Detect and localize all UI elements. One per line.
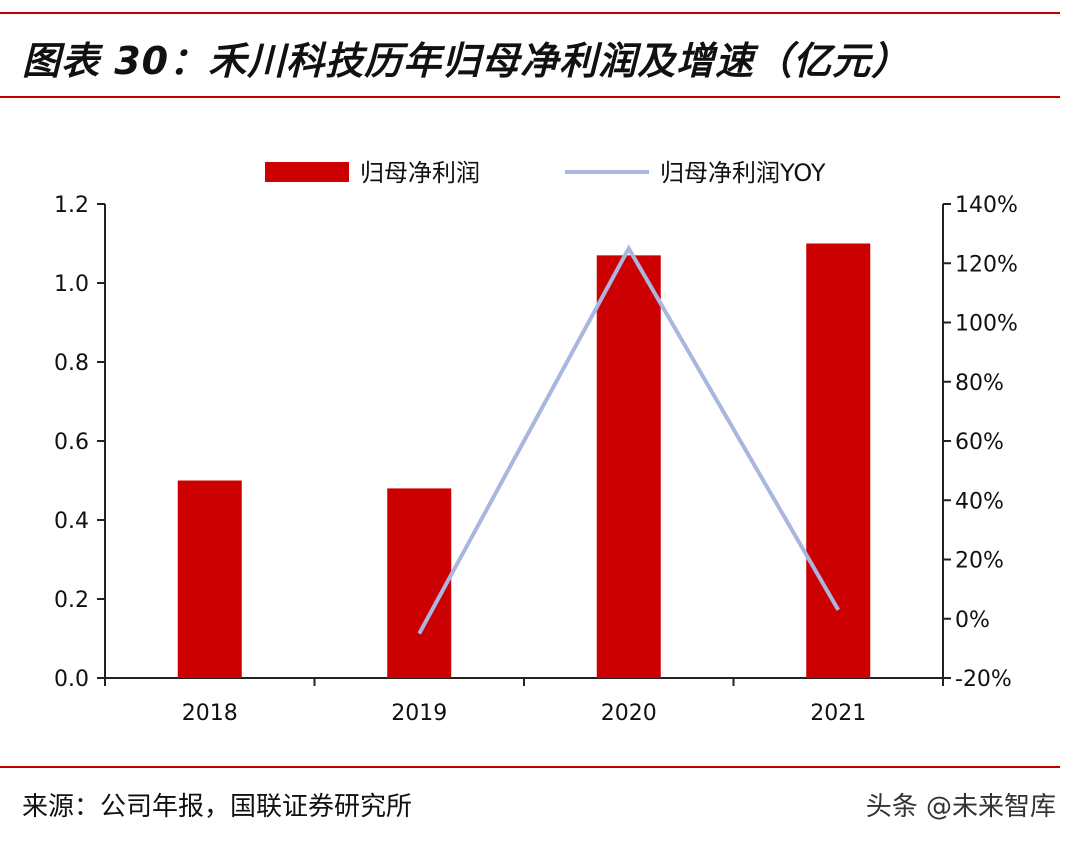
left-tick-label: 0.0 xyxy=(54,667,89,692)
right-tick-label: 0% xyxy=(955,608,990,633)
top-rule xyxy=(0,12,1060,14)
x-tick-label: 2019 xyxy=(391,701,447,726)
x-tick-label: 2018 xyxy=(182,701,238,726)
bar xyxy=(596,255,661,678)
right-tick-label: 80% xyxy=(955,371,1004,396)
right-tick-label: -20% xyxy=(955,667,1012,692)
left-tick-label: 0.2 xyxy=(54,588,89,613)
bar xyxy=(806,243,871,678)
legend-label-line: 归母净利润YOY xyxy=(660,159,826,187)
left-tick-label: 0.6 xyxy=(54,430,89,455)
source-note: 来源：公司年报，国联证券研究所 xyxy=(22,792,413,822)
right-tick-label: 100% xyxy=(955,312,1018,337)
x-tick-label: 2021 xyxy=(810,701,866,726)
right-tick-label: 40% xyxy=(955,489,1004,514)
title-rule xyxy=(0,96,1060,98)
chart-title: 图表 30：禾川科技历年归母净利润及增速（亿元） xyxy=(22,39,911,83)
left-tick-label: 1.2 xyxy=(54,193,89,218)
bottom-rule xyxy=(0,766,1060,768)
right-tick-label: 60% xyxy=(955,430,1004,455)
left-tick-label: 0.8 xyxy=(54,351,89,376)
right-tick-label: 140% xyxy=(955,193,1018,218)
legend-swatch-bar xyxy=(265,162,349,182)
x-tick-label: 2020 xyxy=(601,701,657,726)
bar xyxy=(177,480,242,678)
legend-label-bar: 归母净利润 xyxy=(360,159,480,187)
left-tick-label: 1.0 xyxy=(54,272,89,297)
watermark: 头条 @未来智库 xyxy=(865,792,1056,822)
right-tick-label: 120% xyxy=(955,252,1018,277)
left-tick-label: 0.4 xyxy=(54,509,89,534)
bar xyxy=(387,488,452,678)
right-tick-label: 20% xyxy=(955,549,1004,574)
